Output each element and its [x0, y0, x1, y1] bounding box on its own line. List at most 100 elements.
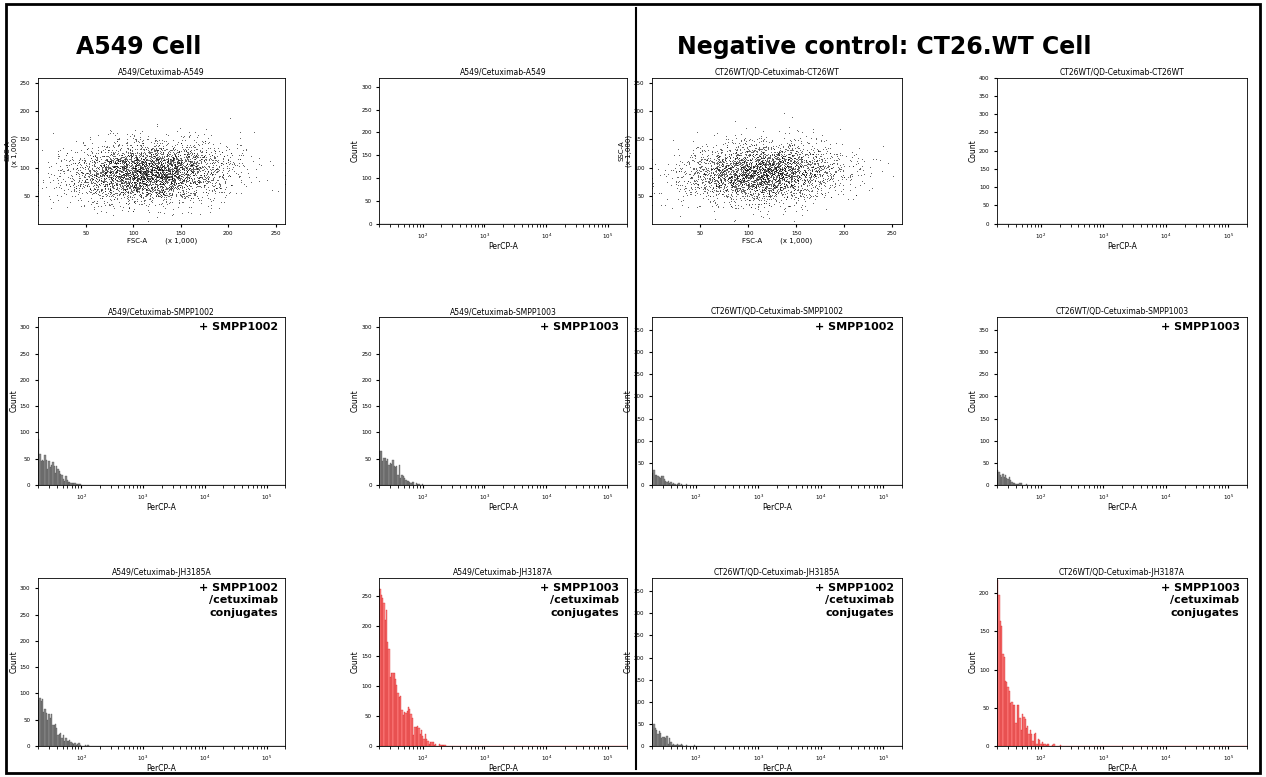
Point [152, 178, 172, 190]
Point [151, 162, 171, 175]
Point [116, 177, 137, 190]
Point [791, 190, 812, 202]
Point [206, 182, 227, 194]
Point [689, 161, 709, 173]
Point [96, 196, 116, 208]
Point [96, 169, 116, 182]
Point [161, 183, 181, 196]
Point [194, 159, 214, 172]
Point [758, 211, 779, 224]
Point [160, 148, 180, 160]
Point [232, 157, 252, 169]
Point [154, 171, 175, 183]
Point [753, 169, 774, 181]
Point [728, 158, 748, 170]
Point [119, 153, 139, 166]
Point [742, 183, 762, 196]
Point [781, 172, 801, 185]
Point [177, 190, 197, 203]
Point [101, 166, 122, 178]
Point [795, 174, 815, 186]
Point [137, 159, 157, 171]
Point [147, 170, 167, 183]
Point [161, 151, 181, 163]
Point [765, 172, 785, 185]
Point [803, 185, 823, 197]
Point [201, 184, 222, 197]
Point [708, 155, 728, 168]
Point [157, 148, 177, 161]
Point [89, 188, 109, 200]
Point [139, 193, 160, 205]
Point [184, 196, 204, 208]
Point [719, 152, 739, 164]
Point [152, 171, 172, 183]
Point [75, 175, 95, 187]
Point [179, 179, 199, 191]
Point [152, 183, 172, 196]
Point [122, 148, 142, 161]
Point [116, 161, 137, 173]
Point [73, 170, 94, 183]
Point [137, 165, 157, 177]
Point [786, 205, 806, 218]
Point [727, 169, 747, 182]
Point [717, 174, 737, 186]
Point [100, 186, 120, 198]
Bar [386, 462, 387, 485]
Point [762, 148, 782, 160]
Point [743, 151, 763, 163]
Point [146, 163, 166, 176]
Point [196, 169, 216, 181]
Point [163, 166, 184, 179]
Point [762, 152, 782, 164]
Point [699, 176, 719, 188]
Point [706, 174, 727, 186]
Point [160, 153, 180, 166]
Point [205, 153, 225, 166]
Point [725, 177, 746, 190]
Point [763, 158, 784, 170]
Point [153, 179, 173, 191]
Point [147, 137, 167, 149]
Point [823, 156, 843, 169]
Point [733, 172, 753, 184]
Point [194, 169, 214, 182]
Point [777, 169, 798, 181]
Point [767, 149, 787, 162]
Point [846, 148, 866, 160]
Point [720, 176, 741, 188]
Point [720, 174, 741, 186]
Point [733, 184, 753, 197]
Point [85, 153, 105, 166]
Point [686, 174, 706, 186]
Point [108, 183, 128, 195]
Point [742, 134, 762, 147]
Point [106, 166, 127, 179]
Point [115, 156, 135, 169]
Point [141, 184, 161, 197]
Point [817, 166, 837, 179]
Point [129, 165, 149, 177]
Point [714, 169, 734, 182]
Point [767, 169, 787, 181]
Point [148, 153, 168, 166]
Point [135, 159, 156, 172]
Point [209, 186, 229, 199]
Point [82, 137, 103, 149]
Point [108, 164, 128, 176]
Point [748, 169, 768, 182]
Point [134, 195, 154, 207]
Point [744, 144, 765, 156]
Point [177, 175, 197, 187]
Point [106, 148, 127, 160]
Point [94, 156, 114, 169]
Point [765, 160, 785, 172]
Point [206, 162, 227, 174]
Point [179, 131, 199, 143]
Bar [1001, 626, 1003, 746]
Point [146, 160, 166, 172]
Point [780, 152, 800, 164]
Point [163, 152, 184, 164]
Point [100, 166, 120, 178]
